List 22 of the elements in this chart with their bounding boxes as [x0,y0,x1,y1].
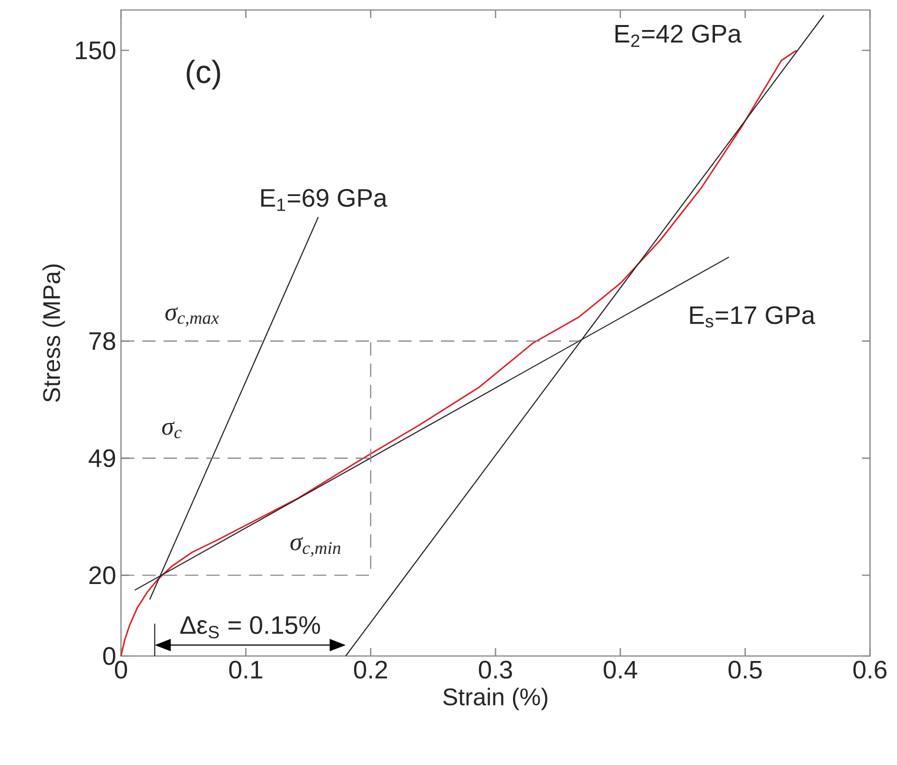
annotation: σ$_{c,min}$ [290,537,340,557]
annotation: E$_{s}$=17 GPa [690,306,816,328]
x-axis-title: Strain (%) [443,688,548,710]
x-tick-label: 0 [114,660,128,679]
y-tick-label: 49 [88,449,116,468]
y-tick-label: 150 [76,41,116,60]
x-tick-label: 0.2 [354,660,388,679]
y-tick-label: 0 [103,647,116,665]
y-tick-label: 78 [89,332,116,350]
x-tick-label: 0.5 [728,660,762,679]
annotation: Δε$_{S}$ = 0.15% [180,616,320,638]
y-tick-label: 20 [89,566,116,584]
x-tick-label: 0.4 [604,660,638,679]
annotation: (c) [186,60,220,90]
annotation: E$_{1}$=69 GPa [261,188,388,211]
annotation: σ$_{c}$ [162,422,182,438]
x-tick-label: 0.1 [229,660,262,679]
x-tick-label: 0.3 [478,660,512,679]
x-tick-label: 0.6 [853,660,886,679]
annotation: E$_{2}$=42 GPa [616,24,742,47]
annotation: σ$_{c,max}$ [165,307,219,326]
y-axis-title: Stress (MPa) [42,264,65,402]
